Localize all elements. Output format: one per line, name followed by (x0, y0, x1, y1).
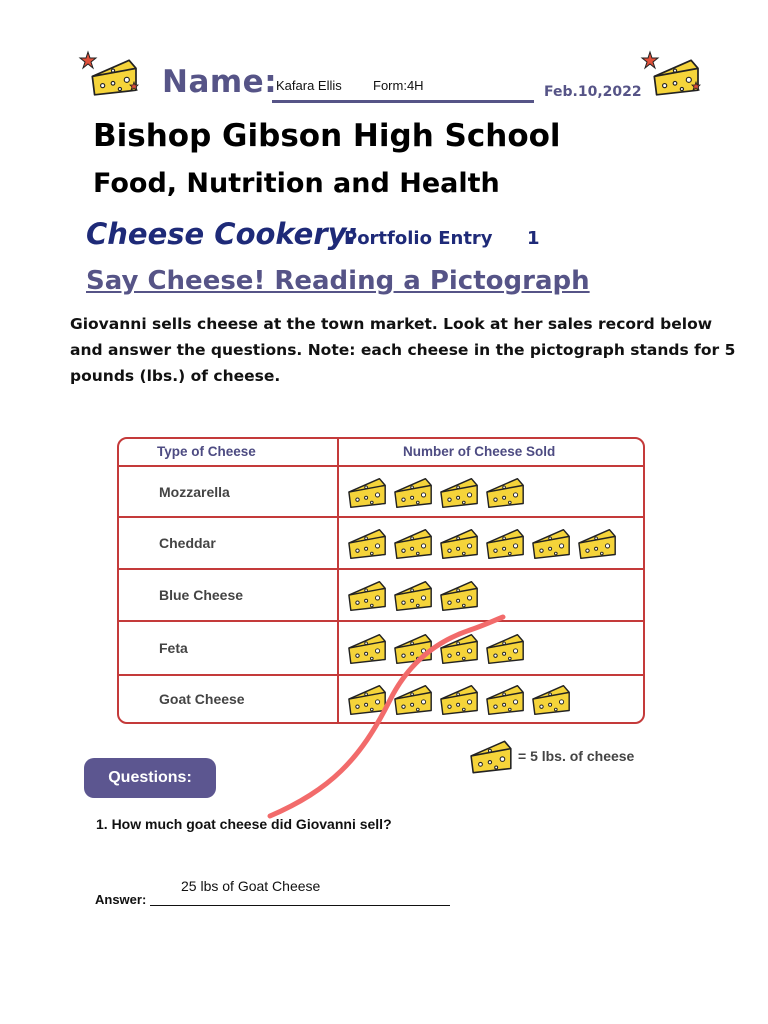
table-header-row: Type of Cheese Number of Cheese Sold (119, 439, 643, 467)
course-title: Food, Nutrition and Health (93, 168, 500, 199)
column-divider (337, 439, 339, 722)
cheese-icon (348, 633, 386, 665)
cheese-icon (486, 528, 524, 560)
cheese-icon (348, 684, 386, 716)
legend-text: = 5 lbs. of cheese (518, 748, 635, 764)
cheese-star-icon (78, 50, 139, 96)
table-row: Mozzarella (119, 467, 643, 518)
column-header-type: Type of Cheese (157, 444, 256, 459)
cheese-icon (348, 477, 386, 509)
cheese-icon (486, 684, 524, 716)
answer-label: Answer: (95, 892, 147, 907)
cheese-type-label: Feta (159, 640, 188, 656)
student-name[interactable]: Kafara Ellis (276, 78, 342, 93)
cheese-icon (348, 580, 386, 612)
table-row: Goat Cheese (119, 676, 643, 722)
date: Feb.10,2022 (544, 84, 642, 100)
unit-title: Cheese Cookery: (86, 217, 359, 251)
cheese-icon (486, 477, 524, 509)
cheese-icon (440, 580, 478, 612)
cheese-icon (394, 580, 432, 612)
cheese-legend-icon (470, 740, 512, 774)
cheese-star-icon (640, 50, 701, 96)
name-field-line[interactable] (272, 84, 534, 103)
cheese-icon (486, 633, 524, 665)
name-label: Name: (162, 64, 278, 100)
cheese-type-label: Blue Cheese (159, 587, 244, 603)
cheese-type-label: Goat Cheese (159, 691, 245, 707)
answer-line[interactable] (150, 893, 450, 906)
cheese-icon (348, 528, 386, 560)
questions-badge: Questions: (84, 758, 216, 798)
column-header-count: Number of Cheese Sold (403, 444, 556, 459)
cheese-type-label: Mozzarella (159, 484, 230, 500)
cheese-type-label: Cheddar (159, 535, 216, 551)
cheese-icon (394, 684, 432, 716)
school-title: Bishop Gibson High School (93, 118, 561, 154)
cheese-icon (532, 684, 570, 716)
cheese-icon (440, 528, 478, 560)
cheese-icon (532, 528, 570, 560)
cheese-icon (440, 633, 478, 665)
cheese-icon (394, 528, 432, 560)
question-1: 1. How much goat cheese did Giovanni sel… (96, 816, 392, 832)
table-row: Cheddar (119, 518, 643, 570)
intro-text: Giovanni sells cheese at the town market… (70, 315, 736, 385)
pictograph-table: Type of Cheese Number of Cheese Sold Moz… (117, 437, 645, 724)
activity-title: Say Cheese! Reading a Pictograph (86, 266, 590, 296)
cheese-icon (440, 684, 478, 716)
answer-value[interactable]: 25 lbs of Goat Cheese (181, 878, 321, 894)
portfolio-entry-label: Portfolio Entry (344, 228, 493, 249)
table-row: Feta (119, 622, 643, 676)
cheese-icon (394, 633, 432, 665)
student-form[interactable]: Form:4H (373, 78, 424, 93)
portfolio-entry-number: 1 (527, 228, 540, 249)
cheese-icon (578, 528, 616, 560)
table-row: Blue Cheese (119, 570, 643, 622)
cheese-icon (440, 477, 478, 509)
cheese-icon (394, 477, 432, 509)
